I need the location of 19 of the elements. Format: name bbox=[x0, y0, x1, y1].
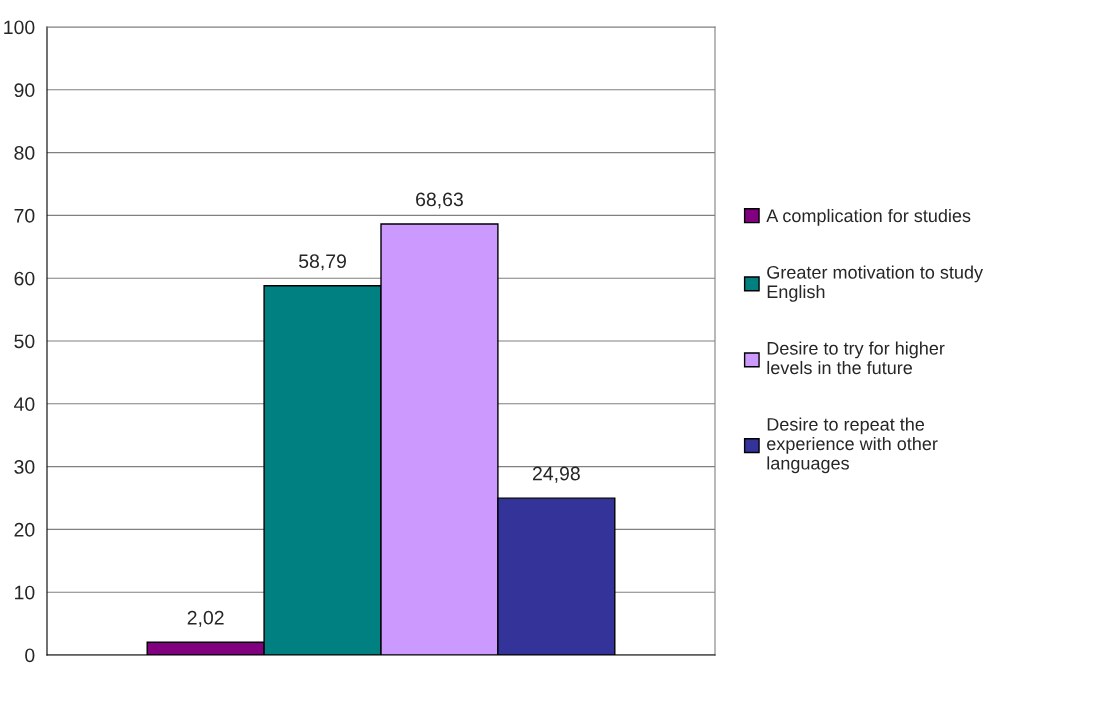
data-label: 24,98 bbox=[533, 466, 580, 483]
y-tick-label: 50 bbox=[14, 334, 35, 349]
y-tick-label: 80 bbox=[14, 146, 35, 160]
y-tick-label: 70 bbox=[14, 208, 35, 223]
data-label: 68,63 bbox=[416, 192, 463, 209]
data-label: 58,79 bbox=[299, 254, 346, 271]
y-tick-label: 100 bbox=[4, 20, 35, 35]
legend-label: A complication for studies bbox=[766, 208, 971, 226]
y-tick-label: 30 bbox=[14, 460, 35, 474]
legend-label: Desire to try for higher levels in the future bbox=[767, 341, 945, 375]
y-tick-label: 10 bbox=[15, 585, 35, 600]
y-tick-label: 0 bbox=[25, 648, 35, 663]
y-tick-label: 40 bbox=[14, 397, 35, 412]
y-tick-label: 20 bbox=[14, 522, 35, 537]
legend-label: Greater motivation to study English bbox=[767, 265, 984, 302]
legend-label: Desire to repeat the experience with other languages bbox=[767, 417, 938, 474]
y-tick-label: 60 bbox=[14, 271, 35, 286]
data-label: 2,02 bbox=[187, 610, 224, 627]
y-tick-label: 90 bbox=[14, 83, 35, 98]
